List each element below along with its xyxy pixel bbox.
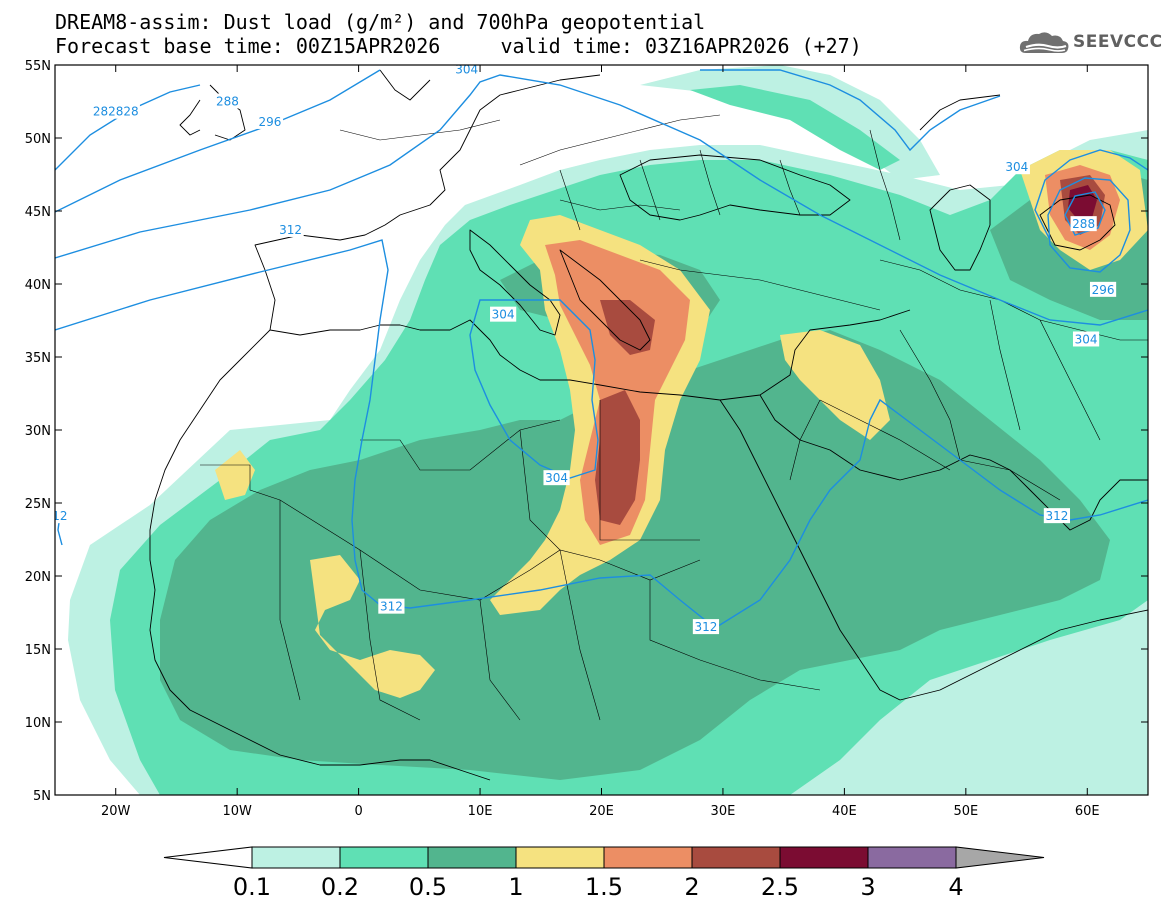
lon-label: 40E	[832, 804, 857, 819]
map-area: 282828 288 296 304 304 312 304 304 312 312 312 304 2…	[52, 62, 1148, 795]
lat-label: 40N	[25, 278, 51, 293]
lat-label: 45N	[25, 205, 51, 220]
contour-label: 312	[279, 223, 302, 237]
colorbar-swatch	[251, 846, 341, 869]
contour-label: 288	[216, 95, 239, 109]
axis-ticks	[55, 64, 1148, 796]
lat-label: 5N	[33, 789, 51, 804]
lon-label: 60E	[1075, 804, 1100, 819]
contour-label-bg	[1043, 508, 1071, 524]
contour-label-bg	[55, 508, 70, 524]
colorbar-swatch	[867, 846, 957, 869]
contour-label: 312	[1045, 509, 1068, 523]
contour-label-bg	[378, 598, 405, 614]
borders	[200, 114, 1148, 721]
contour-label-bg	[256, 113, 284, 129]
colorbar-swatch	[603, 846, 693, 869]
contour-label: 304	[492, 308, 515, 322]
contour-label: 312	[380, 600, 403, 614]
contour-label: 282828	[93, 105, 139, 119]
contour-label: 312	[694, 620, 717, 634]
colorbar-label: 0.2	[321, 873, 359, 901]
colorbar-swatch	[515, 846, 605, 869]
lat-label: 15N	[25, 643, 51, 658]
lon-label: 20E	[589, 804, 614, 819]
contour-label: 304	[1075, 332, 1098, 346]
contour-label-bg	[1089, 281, 1117, 297]
colorbar-label: 2	[684, 873, 699, 901]
contour-label-bg	[692, 619, 720, 635]
lat-label: 25N	[25, 497, 51, 512]
contour-label: 304	[1005, 160, 1028, 174]
lat-label: 50N	[25, 132, 51, 147]
map-title: DREAM8-assim: Dust load (g/m²) and 700hP…	[55, 10, 706, 34]
lon-label: 30E	[711, 804, 736, 819]
lat-label: 30N	[25, 424, 51, 439]
lon-label: 10E	[468, 804, 493, 819]
lat-label: 20N	[25, 570, 51, 585]
lon-label: 0	[354, 804, 362, 819]
colorbar-label: 1.5	[585, 873, 623, 901]
contour-label-bg	[543, 470, 570, 486]
colorbar: 0.1 0.2 0.5 1 1.5 2 2.5 3 4	[163, 846, 1045, 901]
colorbar-swatch	[427, 846, 517, 869]
colorbar-label: 4	[948, 873, 963, 901]
lon-label: 20W	[101, 804, 131, 819]
contour-label: 304	[455, 62, 478, 76]
seevccc-logo: SEEVCCC	[1018, 26, 1163, 58]
contour-label: 288	[1072, 217, 1095, 231]
contour-label-bg	[214, 93, 241, 109]
colorbar-label: 3	[860, 873, 875, 901]
lat-label: 55N	[25, 59, 51, 74]
colorbar-swatch	[339, 846, 429, 869]
colorbar-label: 2.5	[761, 873, 799, 901]
contour-label-bg	[1003, 159, 1030, 175]
contour-label: 304	[545, 471, 568, 485]
lon-label: 50E	[953, 804, 978, 819]
contour-label-bg	[1070, 216, 1097, 232]
contour-label: 12	[52, 509, 67, 523]
colorbar-label: 1	[508, 873, 523, 901]
colorbar-low-arrow	[163, 846, 253, 869]
colorbar-label: 0.5	[409, 873, 447, 901]
colorbar-swatch	[691, 846, 781, 869]
longitude-labels: 20W 10W 0 10E 20E 30E 40E 50E 60E	[101, 804, 1100, 819]
latitude-labels: 55N 50N 45N 40N 35N 30N 25N 20N 15N 10N 5N	[25, 59, 51, 804]
contour-label-bg	[453, 65, 480, 77]
lat-label: 35N	[25, 351, 51, 366]
colorbar-high-arrow	[955, 846, 1045, 869]
contour-label-bg	[490, 306, 517, 322]
contour-label: 296	[1092, 283, 1115, 297]
logo-text: SEEVCCC	[1073, 32, 1163, 52]
coastlines	[149, 69, 1148, 781]
lon-label: 10W	[222, 804, 252, 819]
lat-label: 10N	[25, 716, 51, 731]
contour-label: 296	[259, 115, 282, 129]
colorbar-label: 0.1	[233, 873, 271, 901]
contour-label-bg	[277, 221, 304, 237]
forecast-times: Forecast base time: 00Z15APR2026 valid t…	[55, 34, 862, 58]
cloud-icon	[1019, 32, 1069, 53]
contour-label-bg	[91, 103, 140, 119]
colorbar-swatch	[779, 846, 869, 869]
contour-labels: 282828 288 296 304 304 312 304 304 312 312 312 304 2…	[52, 62, 1117, 635]
contour-label-bg	[1072, 331, 1100, 347]
